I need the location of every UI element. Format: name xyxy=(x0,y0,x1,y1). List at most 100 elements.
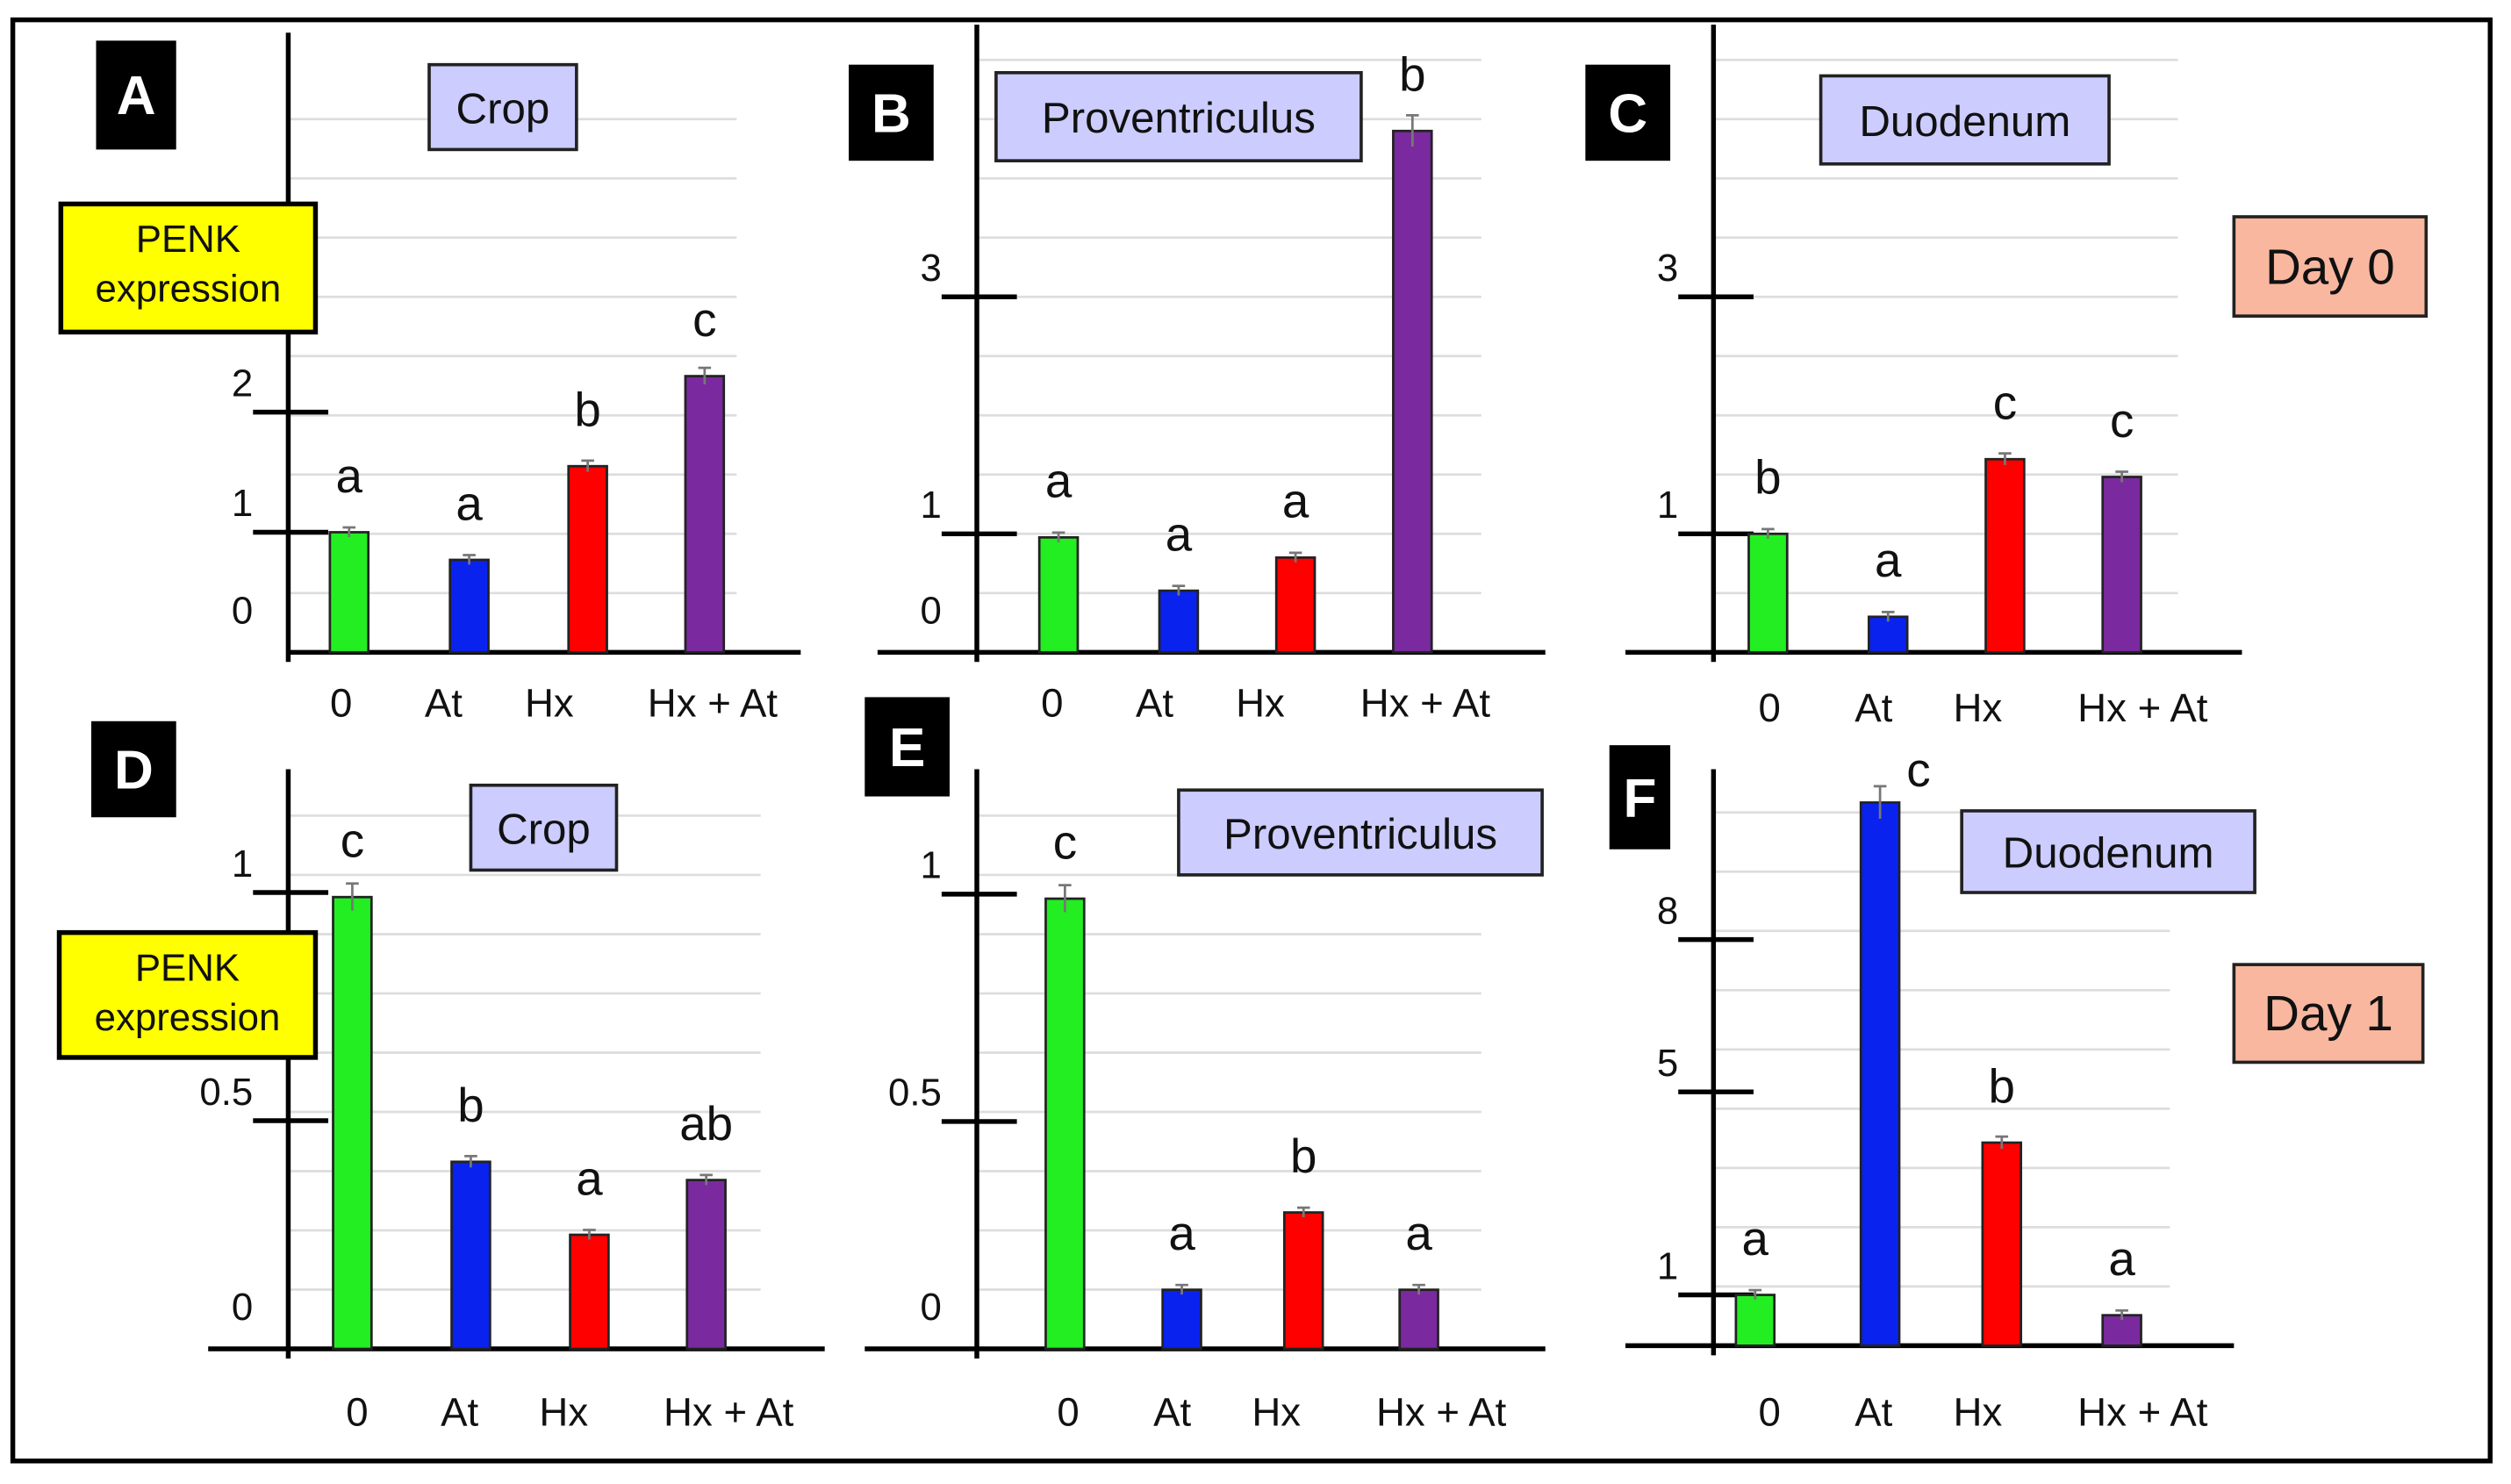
significance-letter: a xyxy=(2108,1231,2135,1286)
y-tick-label: 3 xyxy=(921,247,942,290)
tissue-title-box xyxy=(427,62,578,152)
significance-letter: a xyxy=(1742,1211,1769,1265)
panel-label-box xyxy=(865,697,950,797)
tissue-title: Proventriculus xyxy=(1042,94,1316,142)
significance-letter: b xyxy=(457,1078,484,1132)
category-label: Hx xyxy=(539,1390,588,1435)
category-label: Hx xyxy=(1252,1390,1301,1435)
tissue-title: Crop xyxy=(497,805,591,853)
tissue-title: Duodenum xyxy=(1859,97,2070,146)
y-tick-label: 0.5 xyxy=(199,1071,253,1114)
panel-letter: E xyxy=(889,718,925,778)
category-label: Hx + At xyxy=(648,680,778,725)
category-label: 0 xyxy=(346,1390,368,1435)
day-label: Day 0 xyxy=(2265,240,2395,295)
panel-letter: F xyxy=(1623,768,1656,828)
bar-at xyxy=(448,558,490,654)
significance-letter: c xyxy=(341,814,364,868)
error-bar xyxy=(1051,531,1065,542)
y-tick-label: 8 xyxy=(1657,889,1678,932)
bar-hx-at xyxy=(2101,476,2142,654)
y-tick-label: 2 xyxy=(232,362,253,405)
y-tick-label: 1 xyxy=(921,844,942,887)
tissue-title-box xyxy=(1819,74,2111,166)
error-bar xyxy=(1058,884,1072,913)
day-box xyxy=(2232,963,2425,1065)
y-tick-label: 0 xyxy=(921,1286,942,1329)
significance-letter: b xyxy=(574,383,600,437)
tissue-title: Crop xyxy=(456,84,550,133)
error-bar xyxy=(2115,470,2128,483)
day-label: Day 1 xyxy=(2263,986,2393,1041)
y-tick-label: 5 xyxy=(1657,1042,1678,1085)
day-0-box: Day 0 xyxy=(2232,215,2428,318)
category-label: Hx + At xyxy=(2077,1390,2208,1435)
bar-at xyxy=(1867,615,1909,654)
ylabel-word: PENK xyxy=(136,218,240,261)
bar-hx xyxy=(1981,1141,2023,1347)
significance-letter: a xyxy=(1875,533,1902,587)
tissue-title: Duodenum xyxy=(2003,829,2214,878)
significance-letter: a xyxy=(1405,1206,1432,1260)
y-tick-label: 1 xyxy=(232,842,253,885)
panel-a: 0 1 2 a 0 a At b Hx c Hx + At A Crop PENK expression xyxy=(58,32,801,725)
y-tick-label: 0 xyxy=(232,589,253,632)
error-bar xyxy=(1998,452,2012,465)
y-tick-label: 1 xyxy=(921,484,942,527)
error-bar xyxy=(1175,1283,1188,1295)
category-label: Hx + At xyxy=(1376,1390,1507,1435)
tissue-title-box xyxy=(1960,809,2256,894)
panel-label-box xyxy=(96,40,176,150)
panel-label-box xyxy=(91,720,176,818)
error-bar xyxy=(699,1173,713,1186)
category-label: 0 xyxy=(1041,680,1063,725)
panel-letter: B xyxy=(872,83,911,144)
y-tick-label: 1 xyxy=(1657,1244,1678,1287)
significance-letter: a xyxy=(456,476,483,530)
error-bar xyxy=(1873,785,1887,820)
error-bar xyxy=(2115,1308,2128,1321)
panel-letter: D xyxy=(114,740,154,800)
error-bar xyxy=(1296,1206,1310,1218)
category-label: Hx xyxy=(1954,1390,2003,1435)
y-tick-label: 0 xyxy=(921,589,942,632)
bar-0 xyxy=(328,531,370,654)
category-label: At xyxy=(1855,1390,1892,1435)
panel-d: 0 0.5 1 c 0 b At a Hx ab Hx + At D Crop PENK expressio… xyxy=(56,720,825,1435)
y-tick-label: 3 xyxy=(1657,247,1678,290)
ylabel-word: expression xyxy=(96,268,282,311)
error-bar xyxy=(1406,114,1419,147)
day-box xyxy=(2232,215,2428,318)
y-tick-label: 0.5 xyxy=(888,1072,942,1115)
bar-at xyxy=(1158,589,1200,654)
category-label: At xyxy=(1855,685,1892,730)
bar-hx-at xyxy=(685,1179,727,1351)
panel-e: 0 0.5 1 c 0 a At b Hx a Hx + At E Proventriculus xyxy=(865,697,1546,1435)
bar-0 xyxy=(1044,897,1086,1351)
panel-label-box xyxy=(1585,64,1671,161)
significance-letter: b xyxy=(1290,1129,1316,1183)
error-bar xyxy=(1288,551,1302,563)
category-label: Hx + At xyxy=(1360,680,1491,725)
ylabel-word: expression xyxy=(95,996,281,1039)
significance-letter: a xyxy=(576,1151,603,1205)
category-label: Hx + At xyxy=(2077,685,2208,730)
bar-hx xyxy=(569,1233,610,1351)
significance-letter: a xyxy=(1045,454,1073,508)
ylabel-box xyxy=(58,201,319,335)
error-bar xyxy=(1995,1135,2009,1149)
bar-0 xyxy=(1734,1294,1776,1347)
category-label: At xyxy=(441,1390,478,1435)
significance-letter: c xyxy=(1906,742,1930,797)
error-bar xyxy=(463,554,476,565)
bar-at xyxy=(1859,801,1901,1347)
ylabel-text: PENK expression xyxy=(95,946,281,1039)
category-label: 0 xyxy=(330,680,352,725)
bar-hx xyxy=(1984,457,2026,654)
bar-0 xyxy=(332,895,373,1351)
tissue-title-box xyxy=(994,70,1363,162)
category-label: At xyxy=(1153,1390,1191,1435)
panel-f: 1 5 8 a 0 c At b Hx a Hx + At F Duodenum xyxy=(1609,742,2256,1435)
